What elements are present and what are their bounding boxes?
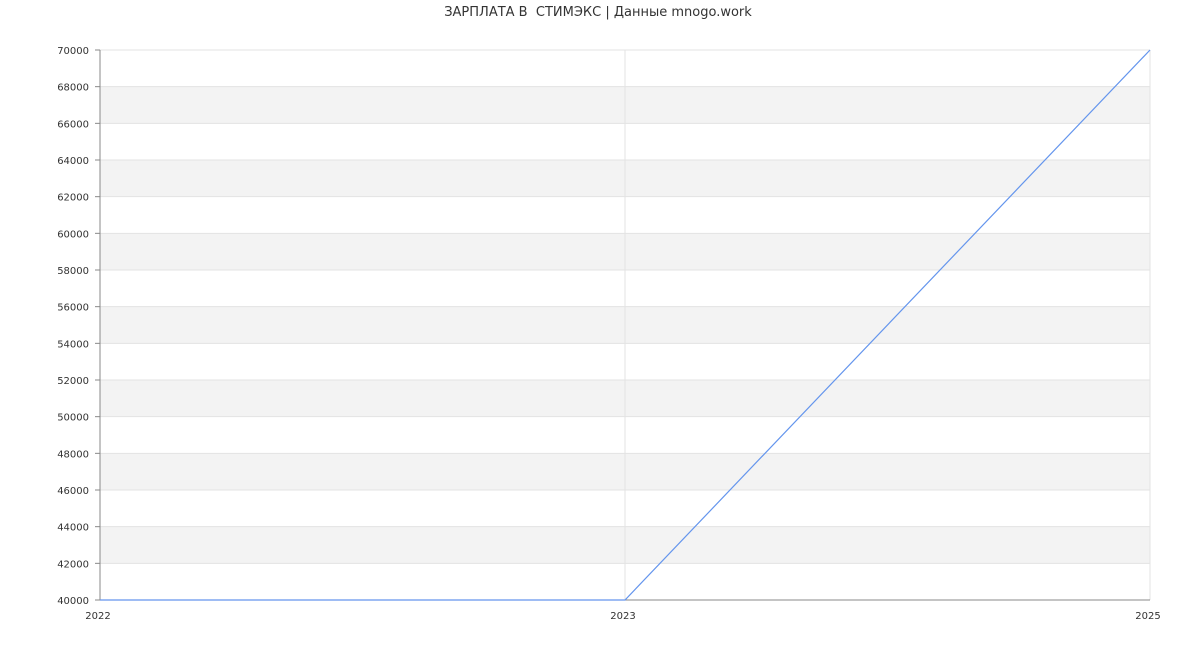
- y-tick-label: 54000: [57, 339, 89, 350]
- y-tick-label: 60000: [57, 229, 89, 240]
- x-tick-label: 2025: [1135, 611, 1160, 622]
- y-tick-label: 44000: [57, 523, 89, 534]
- x-tick-label: 2023: [610, 611, 635, 622]
- y-tick-label: 66000: [57, 119, 89, 130]
- y-tick-label: 70000: [57, 46, 89, 57]
- y-tick-label: 42000: [57, 559, 89, 570]
- x-tick-label: 2022: [85, 611, 110, 622]
- y-tick-label: 50000: [57, 413, 89, 424]
- series-line: [100, 49, 1151, 601]
- y-tick-label: 56000: [57, 303, 89, 314]
- y-tick-label: 46000: [57, 486, 89, 497]
- y-tick-label: 58000: [57, 266, 89, 277]
- y-tick-label: 64000: [57, 156, 89, 167]
- y-tick-label: 48000: [57, 449, 89, 460]
- y-tick-label: 68000: [57, 83, 89, 94]
- y-tick-label: 40000: [57, 596, 89, 607]
- y-tick-label: 52000: [57, 376, 89, 387]
- y-tick-label: 62000: [57, 193, 89, 204]
- chart-title: ЗАРПЛАТА В СТИМЭКС | Данные mnogo.work: [444, 5, 752, 20]
